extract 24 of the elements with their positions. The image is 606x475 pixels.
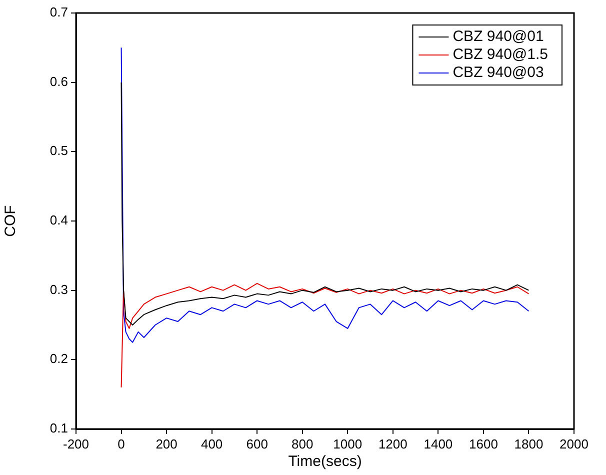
y-tick-label: 0.3 <box>50 282 68 297</box>
x-tick-label: 1600 <box>468 436 498 452</box>
x-axis-title: Time(secs) <box>288 453 362 470</box>
x-tick-label: 1200 <box>378 436 408 452</box>
x-tick-label: 200 <box>156 436 178 452</box>
y-tick-label: 0.7 <box>50 4 68 20</box>
x-tick-label: 800 <box>292 436 314 452</box>
x-tick-label: 1000 <box>333 436 362 452</box>
y-tick-label: 0.4 <box>50 212 68 228</box>
x-tick-label: 2000 <box>560 436 588 452</box>
x-tick-label: -200 <box>62 436 90 452</box>
legend-label: CBZ 940@01 <box>452 28 544 46</box>
x-tick-label: 1800 <box>514 436 544 452</box>
legend-label: CBZ 940@1.5 <box>452 46 548 64</box>
y-tick-label: 0.1 <box>50 420 68 436</box>
y-tick-label: 0.5 <box>50 143 68 158</box>
legend-label: CBZ 940@03 <box>452 64 544 82</box>
y-axis-title: COF <box>2 205 20 237</box>
y-tick-label: 0.2 <box>50 351 68 366</box>
y-tick-label: 0.6 <box>50 74 68 89</box>
x-tick-label: 600 <box>246 436 268 452</box>
x-tick-label: 400 <box>200 436 223 452</box>
x-tick-label: 1400 <box>424 436 453 452</box>
x-tick-label: 0 <box>118 436 125 452</box>
